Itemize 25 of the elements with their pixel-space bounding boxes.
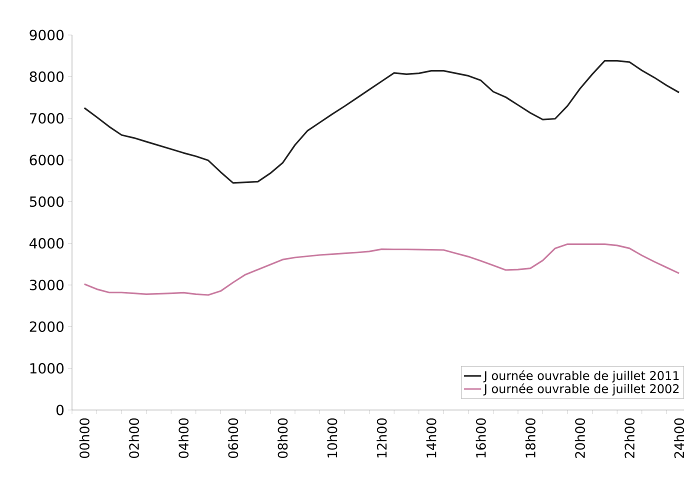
x-tick-label: 02h00 [128, 418, 139, 458]
y-tick-label: 0 [56, 404, 64, 416]
y-tick-label: 9000 [30, 30, 64, 40]
x-tick-label: 08h00 [278, 418, 288, 458]
x-tick-label: 06h00 [228, 418, 238, 458]
x-tick-label: 20h00 [574, 418, 585, 458]
x-tick-label: 04h00 [178, 418, 189, 458]
x-tick-label: 24h00 [674, 418, 684, 458]
y-tick-label: 7000 [30, 113, 64, 124]
y-tick-label: 1000 [30, 363, 64, 374]
x-tick-label: 14h00 [426, 418, 436, 458]
y-tick-label: 2000 [30, 321, 64, 332]
x-tick-label: 16h00 [476, 418, 486, 458]
legend-label: J ournée ouvrable de juillet 2011 [483, 370, 679, 382]
x-tick-label: 00h00 [79, 418, 90, 458]
x-tick-label: 18h00 [525, 418, 536, 458]
x-tick-label: 12h00 [376, 418, 387, 458]
y-tick-label: 8000 [30, 71, 64, 82]
y-tick-label: 4000 [30, 238, 64, 249]
y-tick-label: 3000 [30, 280, 64, 290]
legend-label: J ournée ouvrable de juillet 2002 [483, 383, 679, 396]
y-tick-label: 6000 [30, 154, 64, 166]
x-tick-label: 22h00 [624, 418, 635, 458]
y-tick-label: 5000 [30, 196, 64, 207]
x-tick-label: 10h00 [327, 418, 338, 458]
